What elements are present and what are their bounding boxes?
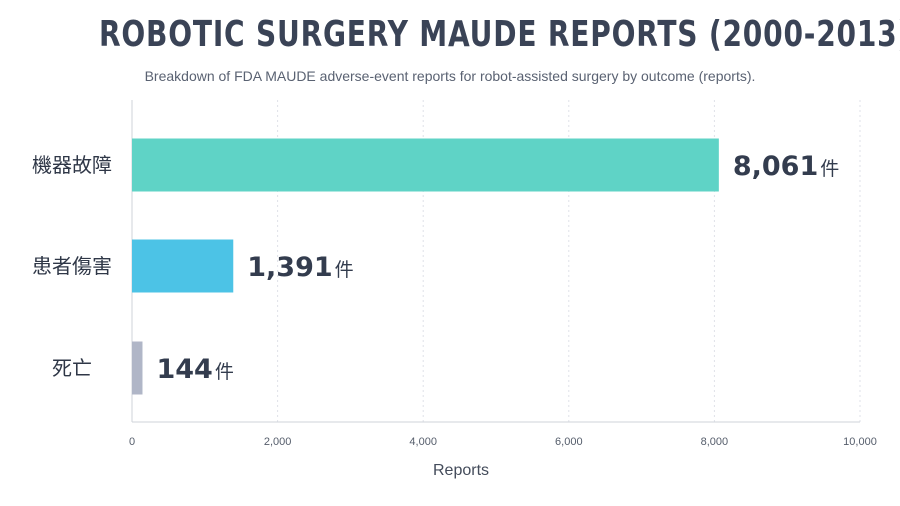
- category-label: 死亡: [52, 356, 92, 380]
- value-label: 8,061 件: [733, 151, 839, 182]
- value-label: 144 件: [156, 354, 233, 385]
- bar: [132, 138, 719, 192]
- bars: [132, 138, 719, 395]
- x-tick-label: 8,000: [701, 436, 729, 448]
- grid-lines: [277, 100, 861, 422]
- category-label: 機器故障: [32, 153, 112, 177]
- bar: [132, 341, 143, 395]
- x-tick-labels: 0 2,000 4,000 6,000 8,000 10,000: [129, 436, 877, 448]
- x-axis-title: Reports: [433, 462, 489, 479]
- category-label: 患者傷害: [32, 254, 112, 278]
- value-labels: 8,061 件 1,391 件 144 件: [156, 151, 839, 385]
- x-tick-label: 0: [129, 436, 135, 448]
- x-tick-label: 2,000: [264, 436, 292, 448]
- x-tick-label: 4,000: [409, 436, 437, 448]
- bar: [132, 239, 234, 293]
- chart-title: ROBOTIC SURGERY MAUDE REPORTS (2000-2013…: [99, 14, 900, 55]
- value-label: 1,391 件: [247, 252, 353, 283]
- chart-subtitle: Breakdown of FDA MAUDE adverse-event rep…: [144, 68, 756, 84]
- x-tick-label: 10,000: [843, 436, 877, 448]
- x-tick-label: 6,000: [555, 436, 583, 448]
